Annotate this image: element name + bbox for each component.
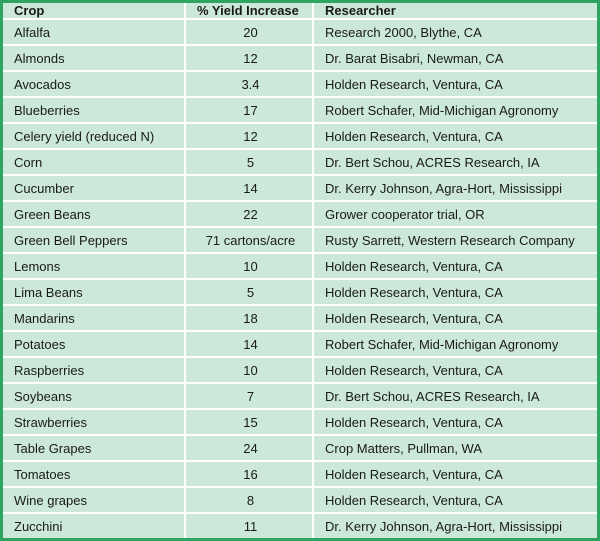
- table-row: Soybeans 7 Dr. Bert Schou, ACRES Research,…: [3, 383, 597, 411]
- researcher-cell: Holden Research, Ventura, CA: [313, 123, 597, 151]
- crop-cell: Zucchini: [3, 513, 186, 538]
- yield-cell: 3.4: [185, 71, 314, 99]
- table-row: Potatoes 14 Robert Schafer, Mid-Michigan A…: [3, 331, 597, 359]
- yield-cell: 15: [185, 409, 314, 437]
- yield-cell: 10: [185, 253, 314, 281]
- researcher-cell: Research 2000, Blythe, CA: [313, 19, 597, 47]
- crop-cell: Raspberries: [3, 357, 186, 385]
- researcher-cell: Holden Research, Ventura, CA: [313, 253, 597, 281]
- table-row: Zucchini 11 Dr. Kerry Johnson, Agra-Hort, …: [3, 513, 597, 538]
- crop-cell: Blueberries: [3, 97, 186, 125]
- crop-cell: Corn: [3, 149, 186, 177]
- researcher-cell: Dr. Kerry Johnson, Agra-Hort, Mississipp…: [325, 518, 562, 534]
- table-row: Lemons 10 Holden Research, Ventura, CA: [3, 253, 597, 281]
- researcher-cell: Grower cooperator trial, OR: [313, 201, 597, 229]
- table-row: Corn 5 Dr. Bert Schou, ACRES Research, IA: [3, 149, 597, 177]
- yield-cell: 5: [185, 149, 314, 177]
- table-row: Avocados 3.4 Holden Research, Ventura, CA: [3, 71, 597, 99]
- crop-cell: Wine grapes: [3, 487, 186, 515]
- yield-cell: 14: [185, 175, 314, 203]
- yield-cell: 16: [185, 461, 314, 489]
- crop-cell: Soybeans: [3, 383, 186, 411]
- yield-cell: 22: [185, 201, 314, 229]
- researcher-cell: Robert Schafer, Mid-Michigan Agronomy: [313, 97, 597, 125]
- yield-cell: 7: [185, 383, 314, 411]
- yield-cell: 12: [185, 45, 314, 73]
- crop-cell: Celery yield (reduced N): [3, 123, 186, 151]
- crop-cell: Potatoes: [3, 331, 186, 359]
- yield-cell: 10: [185, 357, 314, 385]
- yield-cell: 14: [185, 331, 314, 359]
- crop-cell: Lima Beans: [3, 279, 186, 307]
- crop-cell: Lemons: [3, 253, 186, 281]
- table-row: Strawberries 15 Holden Research, Ventura, …: [3, 409, 597, 437]
- table-header: Crop % Yield Increase Researcher: [3, 3, 597, 20]
- researcher-cell: Rusty Sarrett, Western Research Company: [313, 227, 597, 255]
- yield-cell: 17: [185, 97, 314, 125]
- table-row: Table Grapes 24 Crop Matters, Pullman, WA: [3, 435, 597, 463]
- table-row: Lima Beans 5 Holden Research, Ventura, CA: [3, 279, 597, 307]
- researcher-cell: Holden Research, Ventura, CA: [313, 305, 597, 333]
- researcher-cell: Holden Research, Ventura, CA: [313, 71, 597, 99]
- crop-cell: Alfalfa: [3, 19, 186, 47]
- table-row: Blueberries 17 Robert Schafer, Mid-Michiga…: [3, 97, 597, 125]
- yield-cell: 18: [185, 305, 314, 333]
- yield-table: Crop % Yield Increase Researcher Alfalfa…: [3, 3, 597, 538]
- crop-cell: Avocados: [3, 71, 186, 99]
- researcher-cell: Dr. Bert Schou, ACRES Research, IA: [313, 149, 597, 177]
- crop-cell: Strawberries: [3, 409, 186, 437]
- table-row: Celery yield (reduced N) 12 Holden Researc…: [3, 123, 597, 151]
- researcher-cell: Holden Research, Ventura, CA: [313, 357, 597, 385]
- crop-cell: Table Grapes: [3, 435, 186, 463]
- researcher-cell: Holden Research, Ventura, CA: [313, 461, 597, 489]
- researcher-cell: Crop Matters, Pullman, WA: [313, 435, 597, 463]
- table-row: Almonds 12 Dr. Barat Bisabri, Newman, CA: [3, 45, 597, 73]
- yield-cell: 71 cartons/acre: [185, 227, 314, 255]
- yield-cell: 5: [185, 279, 314, 307]
- table-row: Green Bell Peppers 71 cartons/acre Rusty S…: [3, 227, 597, 255]
- researcher-cell: Robert Schafer, Mid-Michigan Agronomy: [313, 331, 597, 359]
- researcher-cell: Dr. Barat Bisabri, Newman, CA: [313, 45, 597, 73]
- table-row: Green Beans 22 Grower cooperator trial, OR: [3, 201, 597, 229]
- researcher-cell: Holden Research, Ventura, CA: [313, 409, 597, 437]
- table-row: Cucumber 14 Dr. Kerry Johnson, Agra-Hort, …: [3, 175, 597, 203]
- crop-cell: Green Beans: [3, 201, 186, 229]
- yield-cell: 8: [185, 487, 314, 515]
- yield-cell: 24: [185, 435, 314, 463]
- header-row: Crop % Yield Increase Researcher: [3, 3, 597, 20]
- yield-cell: 12: [185, 123, 314, 151]
- researcher-cell: Dr. Kerry Johnson, Agra-Hort, Mississipp…: [313, 175, 597, 203]
- yield-cell: 11: [185, 513, 314, 538]
- crop-cell: Cucumber: [3, 175, 186, 203]
- crop-cell: Green Bell Peppers: [3, 227, 186, 255]
- table-row: Tomatoes 16 Holden Research, Ventura, CA: [3, 461, 597, 489]
- table-row: Wine grapes 8 Holden Research, Ventura, CA: [3, 487, 597, 515]
- crop-cell: Mandarins: [3, 305, 186, 333]
- table-row: Raspberries 10 Holden Research, Ventura, C…: [3, 357, 597, 385]
- column-header-researcher: Researcher: [313, 3, 597, 20]
- table-row: Mandarins 18 Holden Research, Ventura, CA: [3, 305, 597, 333]
- researcher-cell: Holden Research, Ventura, CA: [313, 487, 597, 515]
- crop-cell: Tomatoes: [3, 461, 186, 489]
- crop-cell: Almonds: [3, 45, 186, 73]
- table-body: Alfalfa 20 Research 2000, Blythe, CA Almond…: [3, 19, 597, 538]
- researcher-cell: Holden Research, Ventura, CA: [313, 279, 597, 307]
- column-header-crop: Crop: [3, 3, 186, 20]
- column-header-yield-increase: % Yield Increase: [185, 3, 314, 20]
- yield-cell: 20: [185, 19, 314, 47]
- table-row: Alfalfa 20 Research 2000, Blythe, CA: [3, 19, 597, 47]
- researcher-cell: Dr. Bert Schou, ACRES Research, IA: [313, 383, 597, 411]
